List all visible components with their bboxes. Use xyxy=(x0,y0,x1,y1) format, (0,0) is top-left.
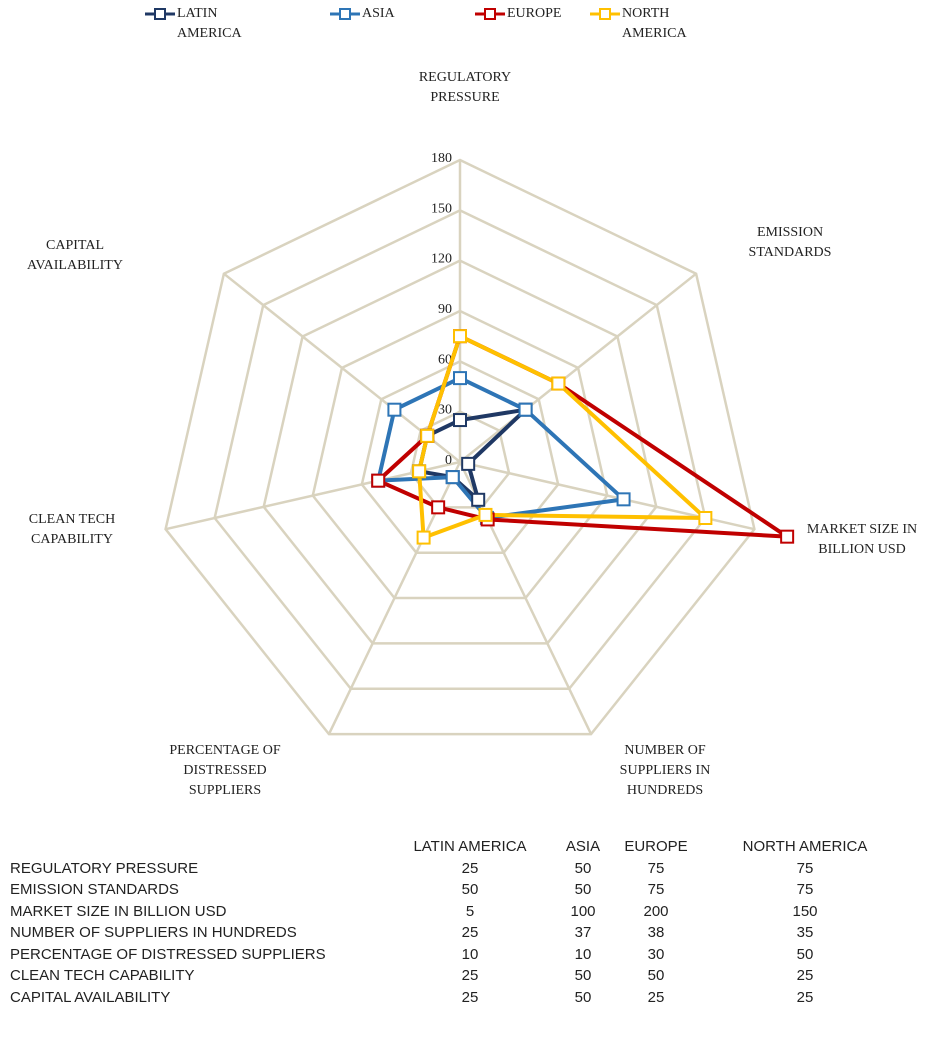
r-tick-label: 150 xyxy=(431,201,452,216)
grid-ring xyxy=(262,259,658,645)
legend-label: ASIA xyxy=(362,6,395,21)
axis-spoke xyxy=(165,460,461,531)
data-marker xyxy=(453,329,467,344)
data-marker xyxy=(478,507,493,522)
r-tick-label: 0 xyxy=(445,453,452,468)
table-cell: 25 xyxy=(461,859,479,877)
r-tick-label: 180 xyxy=(431,151,452,166)
table-cell: 150 xyxy=(792,902,818,920)
table-cell: 50 xyxy=(461,881,479,898)
table-cell: 75 xyxy=(796,859,814,877)
data-marker xyxy=(412,464,427,479)
table-cell: 25 xyxy=(796,967,814,984)
r-tick-label: 120 xyxy=(431,252,452,267)
table-cell: 37 xyxy=(574,924,592,941)
grid-ring xyxy=(164,158,756,736)
table-cell: 50 xyxy=(574,859,592,877)
table-cell: 50 xyxy=(574,988,592,1006)
r-tick-label: 90 xyxy=(438,302,452,317)
grid-ring xyxy=(311,309,609,600)
legend-marker xyxy=(599,8,611,20)
table-cell: 200 xyxy=(643,902,669,920)
table-cell: 25 xyxy=(796,988,814,1006)
data-marker xyxy=(420,428,435,443)
data-marker xyxy=(387,402,402,417)
legend-label: NORTH AMERICA xyxy=(622,6,687,41)
data-marker xyxy=(471,492,486,507)
table-cell: 30 xyxy=(647,945,665,963)
grid-ring xyxy=(409,410,511,509)
table-cell: 50 xyxy=(796,945,814,963)
data-marker xyxy=(551,376,566,391)
grid-ring xyxy=(360,359,560,554)
axis-label: NUMBER OF SUPPLIERS IN HUNDREDS xyxy=(619,743,711,798)
axis-label: EMISSION STANDARDS xyxy=(748,225,832,260)
table-header: EUROPE xyxy=(624,838,688,855)
table-cell: 75 xyxy=(647,859,665,877)
axis-label: REGULATORY PRESSURE xyxy=(418,70,512,105)
table-cell: 75 xyxy=(796,881,814,898)
axis-label: PERCENTAGE OF DISTRESSED SUPPLIERS xyxy=(169,743,281,798)
table-cell: 25 xyxy=(461,967,479,984)
table-row-label: EMISSION STANDARDS xyxy=(10,881,179,898)
legend-marker xyxy=(154,8,166,20)
axis-label: CLEAN TECH CAPABILITY xyxy=(28,512,116,547)
table-cell: 35 xyxy=(796,924,814,941)
data-marker xyxy=(780,529,795,544)
table-cell: 50 xyxy=(574,881,592,898)
table-header: ASIA xyxy=(565,838,601,855)
table-cell: 50 xyxy=(574,967,592,984)
axis-label: CAPITAL AVAILABILITY xyxy=(27,238,123,273)
data-marker xyxy=(371,473,386,488)
data-marker xyxy=(416,530,431,545)
table-row-label: PERCENTAGE OF DISTRESSED SUPPLIERS xyxy=(10,945,326,963)
table-cell: 100 xyxy=(570,902,596,920)
data-marker xyxy=(453,371,467,386)
table-cell: 38 xyxy=(647,924,665,941)
series-line xyxy=(376,376,626,520)
table-cell: 5 xyxy=(465,902,475,920)
data-marker xyxy=(453,413,467,428)
table-row-label: NUMBER OF SUPPLIERS IN HUNDREDS xyxy=(10,924,297,941)
table-cell: 10 xyxy=(461,945,479,963)
data-marker xyxy=(698,511,713,526)
axis-spoke xyxy=(459,272,697,463)
axis-spoke xyxy=(458,461,593,735)
table-header: LATIN AMERICA xyxy=(413,838,527,855)
data-marker xyxy=(445,470,460,485)
table-cell: 10 xyxy=(574,945,592,963)
legend-marker xyxy=(484,8,496,20)
table-row-label: REGULATORY PRESSURE xyxy=(10,859,199,877)
r-tick-label: 60 xyxy=(438,352,452,367)
table-cell: 25 xyxy=(461,988,479,1006)
table-row-label: CAPITAL AVAILABILITY xyxy=(10,988,171,1006)
data-marker xyxy=(518,402,533,417)
table-cell: 50 xyxy=(647,967,665,984)
table-row-label: MARKET SIZE IN BILLION USD xyxy=(10,902,227,920)
data-marker xyxy=(461,456,476,471)
table-row-label: CLEAN TECH CAPABILITY xyxy=(10,967,195,984)
legend-label: EUROPE xyxy=(507,6,562,21)
data-marker xyxy=(431,500,446,515)
legend-marker xyxy=(339,8,351,20)
table-cell: 25 xyxy=(647,988,665,1006)
r-tick-label: 30 xyxy=(438,403,452,418)
series-line xyxy=(376,334,790,539)
legend-label: LATIN AMERICA xyxy=(177,6,242,41)
data-marker xyxy=(616,492,631,507)
axis-label: MARKET SIZE IN BILLION USD xyxy=(806,522,918,557)
table-cell: 25 xyxy=(461,924,479,941)
table-header: NORTH AMERICA xyxy=(742,838,868,855)
table-cell: 75 xyxy=(647,881,665,898)
grid-ring xyxy=(213,208,707,690)
